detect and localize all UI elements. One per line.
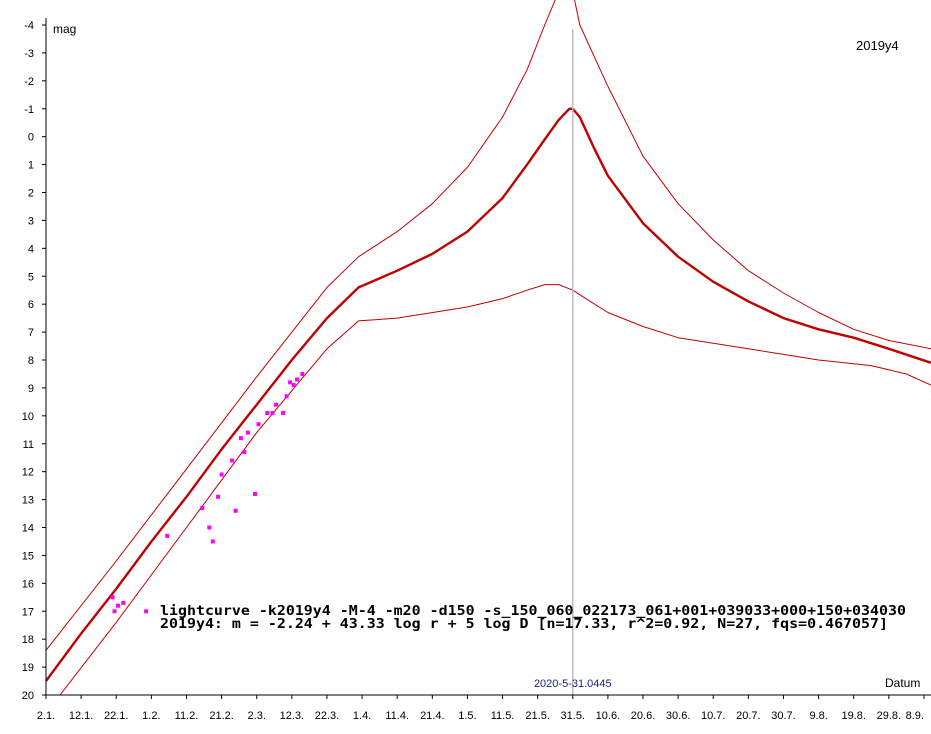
observation-point bbox=[121, 600, 126, 605]
x-axis-title: Datum bbox=[885, 676, 920, 690]
observation-point bbox=[230, 458, 235, 463]
y-tick-label: 20 bbox=[22, 690, 34, 702]
observation-point bbox=[116, 603, 120, 608]
x-tick-label: 11.5. bbox=[491, 710, 515, 722]
observation-point bbox=[300, 372, 305, 376]
curve-upper bbox=[46, 0, 931, 651]
x-tick-label: 19.8. bbox=[842, 710, 866, 722]
x-tick-label: 9.8. bbox=[809, 710, 827, 722]
y-tick-label: 0 bbox=[28, 132, 34, 144]
observation-point bbox=[165, 533, 170, 538]
y-axis-title: mag bbox=[53, 22, 76, 36]
observation-point bbox=[216, 494, 221, 499]
y-tick-label: 19 bbox=[22, 662, 34, 674]
command-annotation: lightcurve -k2019y4 -M-4 -m20 -d150 -s_1… bbox=[160, 604, 906, 619]
curve-main bbox=[46, 107, 931, 682]
y-tick-label: 11 bbox=[23, 439, 34, 451]
y-tick-label: -3 bbox=[24, 48, 34, 60]
x-tick-label: 20.7. bbox=[736, 710, 760, 722]
observation-point bbox=[242, 450, 247, 455]
y-tick-label: 18 bbox=[22, 634, 34, 646]
y-tick-label: -4 bbox=[24, 20, 34, 32]
x-tick-label: 12.1. bbox=[69, 710, 93, 722]
y-tick-label: 1 bbox=[28, 160, 34, 172]
x-tick-label: 29.8. bbox=[877, 710, 901, 722]
curve-group bbox=[46, 0, 931, 695]
chart-title: 2019y4 bbox=[856, 38, 899, 53]
y-tick-label: 10 bbox=[22, 411, 34, 423]
y-tick-label: 7 bbox=[28, 327, 34, 339]
y-tick-label: 17 bbox=[22, 606, 34, 618]
y-tick-label: 8 bbox=[28, 355, 34, 367]
x-tick-label: 2.3. bbox=[248, 710, 266, 722]
observation-point bbox=[270, 411, 275, 415]
observation-point bbox=[207, 525, 212, 530]
x-tick-label: 10.7. bbox=[701, 710, 725, 722]
observation-point bbox=[245, 430, 250, 435]
y-tick-label: 12 bbox=[22, 467, 34, 479]
formula-annotation: 2019y4: m = -2.24 + 43.33 log r + 5 log … bbox=[160, 617, 888, 632]
y-tick-label: 3 bbox=[28, 215, 34, 227]
observation-point bbox=[288, 380, 293, 385]
y-tick-label: 5 bbox=[28, 271, 34, 283]
x-tick-label: 21.4. bbox=[420, 710, 444, 722]
y-tick-label: 13 bbox=[22, 495, 34, 507]
observation-point bbox=[265, 411, 270, 415]
observation-point bbox=[210, 539, 215, 544]
x-tick-label: 11.4. bbox=[385, 710, 409, 722]
y-tick-label: -2 bbox=[24, 76, 34, 88]
x-tick-label: 20.6. bbox=[631, 710, 655, 722]
y-tick-label: 16 bbox=[22, 578, 34, 590]
x-tick-label: 1.5. bbox=[458, 710, 476, 722]
y-tick-label: 6 bbox=[28, 299, 34, 311]
observation-point bbox=[253, 492, 257, 496]
observation-point bbox=[112, 609, 117, 614]
observation-point bbox=[238, 436, 243, 441]
observation-point bbox=[274, 402, 278, 407]
x-tick-label: 21.5. bbox=[525, 710, 549, 722]
x-tick-label: 8.9. bbox=[906, 710, 924, 722]
x-tick-label: 30.6. bbox=[666, 710, 690, 722]
observation-point bbox=[281, 411, 286, 415]
observation-point bbox=[233, 508, 238, 513]
x-tick-label: 10.6. bbox=[596, 710, 620, 722]
x-tick-label: 1.4. bbox=[353, 710, 371, 722]
observation-point bbox=[284, 394, 289, 399]
x-tick-label: 1.2. bbox=[142, 710, 160, 722]
axes: -4-3-2-101234567891011121314151617181920… bbox=[22, 18, 931, 722]
observation-point bbox=[200, 506, 205, 510]
x-tick-label: 30.7. bbox=[771, 710, 795, 722]
x-tick-label: 22.1. bbox=[104, 710, 128, 722]
y-tick-label: 14 bbox=[22, 523, 34, 535]
y-tick-label: 9 bbox=[28, 383, 34, 395]
y-tick-label: 15 bbox=[22, 550, 34, 562]
observation-point bbox=[256, 422, 261, 427]
observation-point bbox=[110, 595, 115, 600]
x-tick-label: 12.3. bbox=[280, 710, 304, 722]
x-tick-label: 22.3. bbox=[315, 710, 339, 722]
y-tick-label: 2 bbox=[28, 188, 34, 200]
x-tick-label: 21.2. bbox=[209, 710, 233, 722]
current-date-label: 2020-5-31.0445 bbox=[534, 678, 612, 690]
observation-point bbox=[219, 472, 224, 477]
y-tick-label: 4 bbox=[28, 243, 34, 255]
observation-point bbox=[295, 377, 300, 382]
observation-points bbox=[110, 372, 305, 614]
y-tick-label: -1 bbox=[24, 104, 34, 116]
x-tick-label: 2.1. bbox=[37, 710, 55, 722]
x-tick-label: 11.2. bbox=[175, 710, 199, 722]
x-tick-label: 31.5. bbox=[561, 710, 585, 722]
curve-lower bbox=[59, 284, 931, 695]
observation-point bbox=[144, 609, 149, 614]
observation-point bbox=[291, 383, 296, 388]
